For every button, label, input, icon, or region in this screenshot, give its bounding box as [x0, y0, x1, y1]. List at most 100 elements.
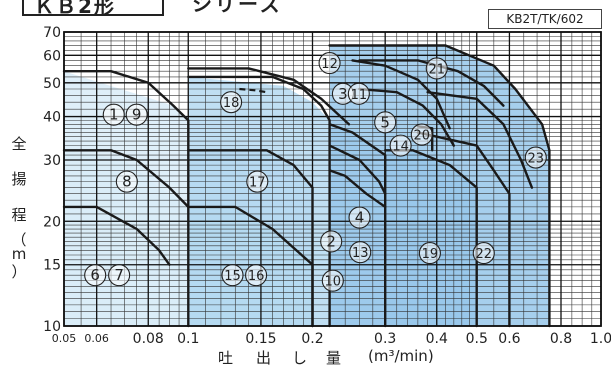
model-marker-label: 7: [114, 266, 124, 284]
model-marker: 14: [389, 134, 412, 157]
performance-curve: [62, 70, 190, 328]
y-tick-label: 15: [43, 258, 61, 274]
model-marker-label: 21: [428, 62, 445, 77]
x-axis-title-char: し: [292, 349, 308, 367]
x-tick-label: 0.3: [374, 331, 396, 347]
model-marker-label: 5: [380, 113, 390, 131]
model-marker-label: 4: [355, 209, 365, 227]
plot-frame: [63, 31, 602, 327]
model-marker: 4: [348, 206, 371, 229]
performance-curve: [187, 67, 351, 126]
x-tick-label: 0.15: [245, 331, 276, 347]
y-axis-title-char: 揚: [11, 170, 27, 188]
model-marker: 5: [374, 111, 397, 134]
performance-curve: [62, 149, 190, 209]
model-marker: 15: [221, 264, 244, 287]
x-tick-label: 0.2: [301, 331, 323, 347]
model-marker-label: 18: [223, 96, 240, 111]
x-tick-label: 0.8: [550, 331, 572, 347]
x-tick-label: 0.1: [177, 331, 199, 347]
model-marker-circle: [425, 57, 448, 80]
x-axis-title-char: 量: [326, 349, 342, 367]
model-marker: 11: [347, 82, 370, 105]
performance-curve-dashed: [239, 87, 267, 94]
model-marker-circle: [318, 51, 341, 75]
model-marker-circle: [348, 206, 371, 229]
model-marker-circle: [418, 242, 441, 265]
coverage-region: [64, 206, 189, 326]
model-marker-circle: [125, 103, 148, 126]
model-marker-label: 17: [249, 176, 266, 191]
x-tick-label: 0.4: [426, 331, 448, 347]
x-axis-unit: (m³/min): [368, 347, 434, 365]
model-marker: 7: [108, 264, 131, 287]
model-marker: 13: [349, 241, 372, 264]
model-marker-circle: [472, 242, 495, 265]
model-marker-label: 22: [476, 247, 493, 262]
model-marker-circle: [349, 241, 372, 264]
model-marker-label: 15: [224, 269, 241, 284]
model-marker: 12: [318, 51, 341, 75]
model-marker-circle: [108, 264, 131, 287]
x-tick-label: 0.05: [52, 332, 77, 345]
model-marker: 16: [245, 264, 268, 287]
model-marker-circle: [524, 146, 547, 169]
model-marker-label: 8: [122, 173, 132, 191]
model-marker-circle: [320, 230, 343, 253]
performance-curve: [328, 169, 387, 209]
model-marker-circle: [84, 264, 107, 287]
model-marker-label: 3: [338, 85, 348, 103]
x-axis-title-char: 吐: [218, 349, 234, 367]
y-axis-title-char: m: [11, 245, 27, 263]
model-marker-label: 9: [132, 106, 142, 124]
model-marker-circle: [115, 170, 138, 193]
model-marker-label: 12: [321, 57, 338, 72]
model-marker-circle: [220, 91, 243, 114]
performance-curve: [351, 59, 451, 130]
model-marker: 8: [115, 170, 138, 193]
model-marker-label: 2: [326, 232, 336, 250]
y-tick-label: 10: [43, 319, 61, 335]
x-tick-label: 0.5: [466, 331, 488, 347]
model-marker-circle: [374, 111, 397, 134]
chart-series-label: シリーズ: [192, 0, 283, 16]
y-axis-title-char: 全: [11, 135, 27, 153]
performance-curve: [328, 144, 387, 195]
y-axis-title-char: ）: [11, 263, 27, 281]
model-marker-label: 20: [414, 129, 431, 144]
model-marker: 10: [321, 269, 344, 292]
model-marker-label: 13: [352, 246, 369, 261]
model-code-label: KB2T/TK/602: [488, 9, 602, 29]
model-marker-circle: [389, 134, 412, 157]
model-marker-label: 19: [422, 247, 439, 262]
y-tick-label: 60: [43, 48, 61, 64]
performance-curve: [328, 123, 387, 328]
x-tick-label: 1.0: [590, 331, 611, 347]
model-marker: 22: [472, 242, 495, 265]
model-marker: 9: [125, 103, 148, 126]
model-marker: 19: [418, 242, 441, 265]
model-marker-label: 10: [325, 275, 342, 290]
model-marker-label: 16: [248, 269, 265, 284]
y-tick-label: 20: [43, 214, 61, 230]
model-marker: 18: [220, 91, 243, 114]
y-tick-label: 70: [43, 25, 61, 41]
x-tick-label: 0.06: [84, 332, 109, 345]
model-marker: 2: [320, 230, 343, 253]
performance-curve: [426, 91, 534, 189]
performance-curve: [358, 59, 505, 107]
x-axis-title-char: 出: [256, 349, 272, 367]
x-tick-label: 0.6: [498, 331, 520, 347]
model-marker-circle: [102, 103, 125, 126]
model-marker-circle: [221, 264, 244, 287]
x-tick-label: 0.08: [133, 331, 164, 347]
model-marker-circle: [410, 123, 433, 146]
performance-curve: [187, 149, 314, 328]
model-marker-label: 14: [392, 140, 409, 155]
plot-border: [63, 31, 602, 327]
y-tick-label: 40: [43, 110, 61, 126]
model-marker: 21: [425, 57, 448, 80]
model-marker-label: 11: [351, 88, 368, 103]
model-marker-circle: [245, 264, 268, 287]
